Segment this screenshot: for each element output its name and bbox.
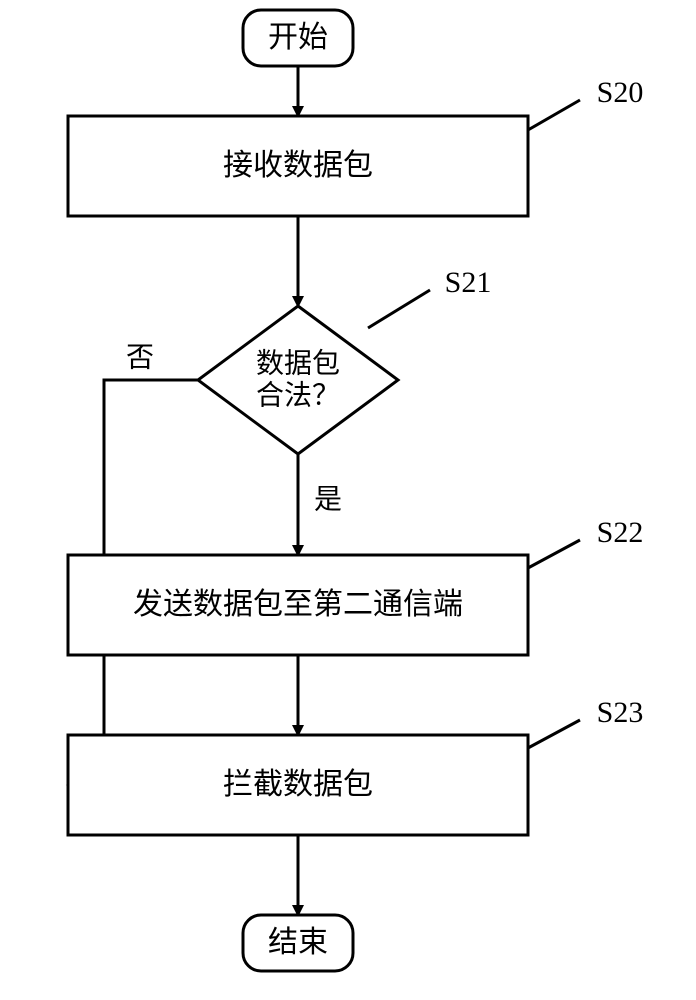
s22-label: S22 bbox=[597, 516, 644, 549]
s21-text-line1: 数据包 bbox=[256, 347, 340, 379]
end-label: 结束 bbox=[268, 926, 328, 959]
s20-label: S20 bbox=[597, 76, 644, 109]
s21-label: S21 bbox=[445, 266, 492, 299]
start-label: 开始 bbox=[268, 21, 328, 54]
s23-text: 拦截数据包 bbox=[223, 768, 373, 801]
branch-yes: 是 bbox=[314, 484, 342, 515]
s20-label-line bbox=[528, 100, 580, 130]
s23-label: S23 bbox=[597, 696, 644, 729]
branch-no: 否 bbox=[126, 342, 154, 373]
s20-text: 接收数据包 bbox=[223, 149, 373, 182]
s22-label-line bbox=[528, 540, 580, 568]
flowchart: 开始 接收数据包 S20 数据包 合法？ S21 是 否 发送数据包至第二通信端… bbox=[0, 0, 696, 1000]
s22-text: 发送数据包至第二通信端 bbox=[133, 588, 463, 621]
s23-label-line bbox=[528, 720, 580, 748]
s21-text-line2: 合法？ bbox=[256, 379, 340, 411]
s21-label-line bbox=[368, 290, 430, 328]
